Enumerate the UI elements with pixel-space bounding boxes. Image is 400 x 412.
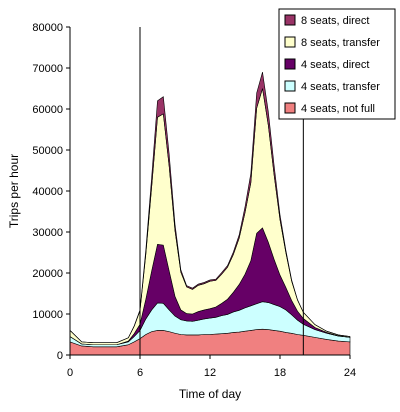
y-tick-labels: 0 10000 20000 30000 40000 50000 60000 70000 8000… [32, 22, 63, 362]
y-tick-label: 40000 [32, 186, 63, 198]
legend-swatch [284, 14, 296, 26]
x-tick-label: 18 [274, 367, 286, 379]
legend-swatch [284, 102, 296, 114]
area-series-5 [69, 72, 351, 343]
legend-box [278, 8, 396, 120]
legend-label: 4 seats, direct [301, 59, 369, 71]
legend-label: 8 seats, direct [301, 15, 369, 27]
y-tick-label: 60000 [32, 104, 63, 116]
axes [66, 26, 351, 359]
y-tick-label: 0 [57, 350, 63, 362]
area-series-4 [69, 88, 351, 346]
legend-label: 4 seats, not full [301, 103, 375, 115]
legend-label: 8 seats, transfer [301, 37, 380, 49]
x-tick-label: 6 [137, 367, 143, 379]
y-axis-title: Trips per hour [7, 154, 21, 228]
y-tick-label: 80000 [32, 22, 63, 34]
y-tick-label: 10000 [32, 309, 63, 321]
x-tick-label: 0 [67, 367, 73, 379]
x-tick-labels: 0 6 12 18 24 [67, 367, 356, 379]
x-axis-title: Time of day [179, 387, 241, 401]
legend-swatch [284, 80, 296, 92]
y-tick-label: 70000 [32, 63, 63, 75]
legend-swatch [284, 36, 296, 48]
x-tick-label: 24 [344, 367, 356, 379]
legend-label: 4 seats, transfer [301, 81, 380, 93]
y-tick-label: 20000 [32, 268, 63, 280]
legend: 8 seats, direct 8 seats, transfer 4 seats,… [278, 8, 396, 120]
legend-swatch [284, 58, 296, 70]
x-tick-label: 12 [204, 367, 216, 379]
y-tick-label: 50000 [32, 145, 63, 157]
y-tick-label: 30000 [32, 227, 63, 239]
